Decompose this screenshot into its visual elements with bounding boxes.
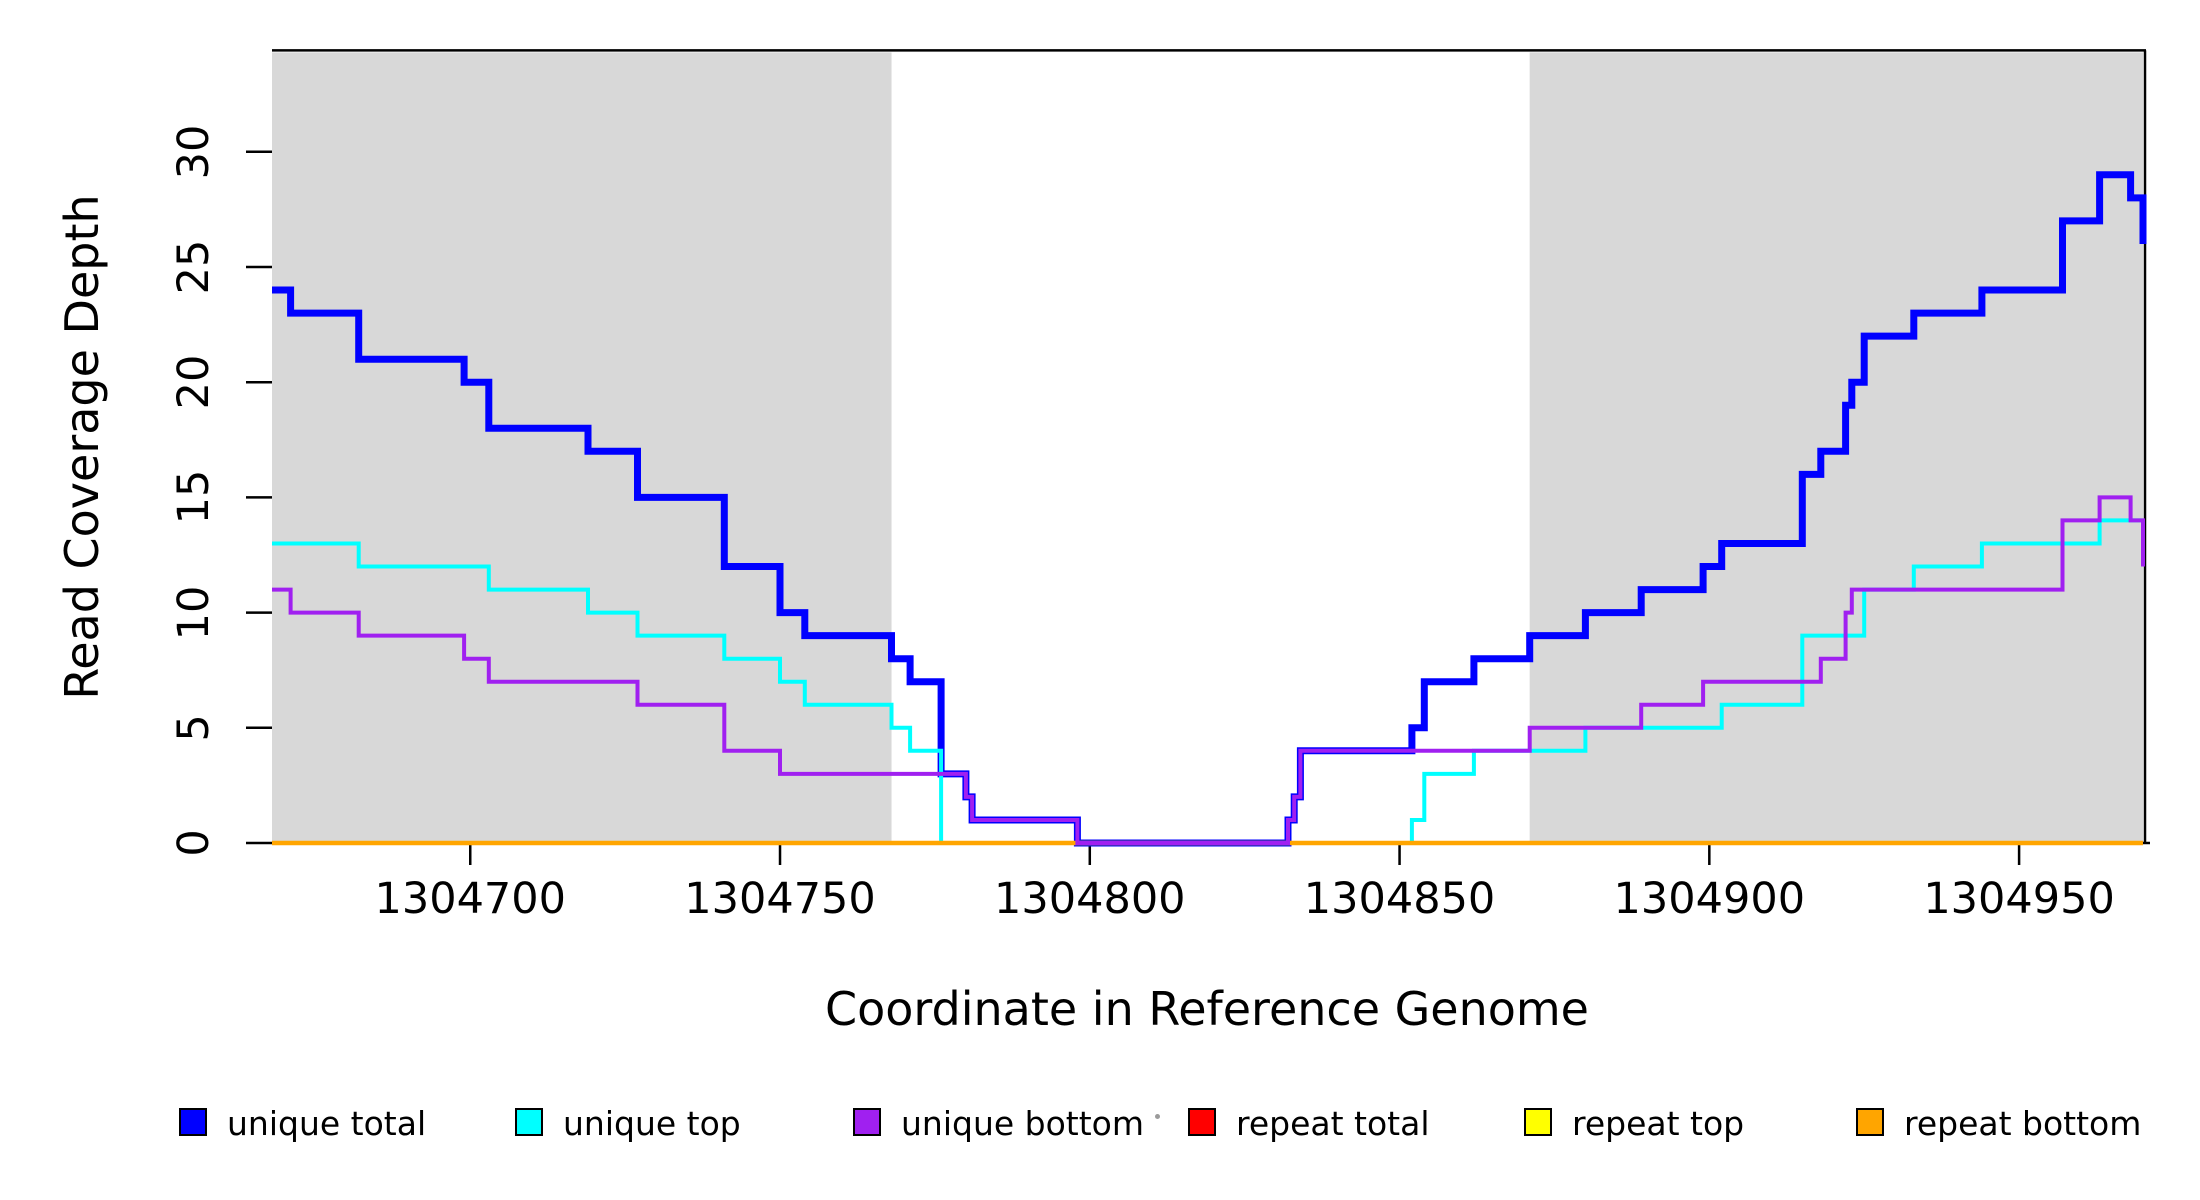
legend-swatch-repeat-top — [1524, 1108, 1552, 1136]
x-tick-label: 1304850 — [1303, 874, 1496, 924]
y-tick-label: 10 — [169, 585, 219, 640]
y-axis-title: Read Coverage Depth — [55, 194, 109, 700]
legend-swatch-unique-bottom — [853, 1108, 881, 1136]
legend-label: unique bottom — [901, 1103, 1145, 1143]
legend-label: repeat bottom — [1904, 1103, 2142, 1143]
legend-label: unique top — [563, 1103, 741, 1143]
y-tick-label: 30 — [169, 124, 219, 180]
shaded-repeat-region-left — [272, 52, 892, 843]
x-tick-label: 1304950 — [1923, 874, 2115, 924]
y-tick-label: 25 — [169, 239, 219, 295]
x-tick-label: 1304900 — [1613, 874, 1806, 924]
x-tick-label: 1304800 — [994, 874, 1186, 924]
y-tick-label: 15 — [169, 470, 219, 525]
legend-swatch-unique-top — [515, 1108, 543, 1136]
legend-label: repeat total — [1236, 1103, 1430, 1143]
y-tick-label: 20 — [169, 354, 219, 410]
legend-swatch-repeat-total — [1188, 1108, 1216, 1136]
legend-swatch-unique-total — [179, 1108, 207, 1136]
stray-dot — [1155, 1114, 1160, 1119]
x-tick-label: 1304750 — [684, 874, 876, 924]
x-tick-label: 1304700 — [374, 874, 567, 924]
y-tick-label: 5 — [169, 714, 219, 742]
x-axis-title: Coordinate in Reference Genome — [825, 982, 1589, 1036]
series-unique-bottom-line — [272, 495, 2145, 845]
legend-label: unique total — [227, 1103, 427, 1143]
shaded-repeat-region-right — [1529, 52, 2143, 843]
legend-swatch-repeat-bottom — [1856, 1108, 1884, 1136]
y-tick-label: 0 — [169, 829, 219, 857]
legend-label: repeat top — [1572, 1103, 1745, 1143]
